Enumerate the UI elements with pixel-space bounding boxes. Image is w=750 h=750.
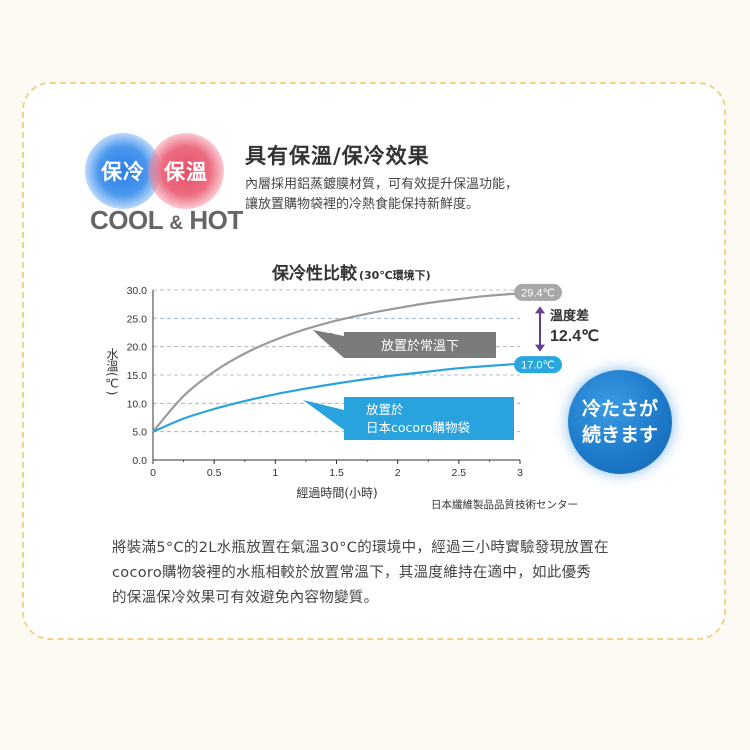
- bottom-description: 將裝滿5°C的2L水瓶放置在氣溫30°C的環境中，經過三小時實驗發現放置在 co…: [112, 536, 652, 611]
- y-tick-label: 5.0: [132, 427, 147, 439]
- hot-badge-label: 保溫: [164, 160, 208, 184]
- chart-source: 日本纖維製品品質技術センター: [431, 498, 578, 511]
- hot-badge: 保溫: [148, 133, 224, 209]
- x-tick-label: 1.5: [329, 467, 344, 479]
- diff-arrow-head-down: [535, 344, 545, 352]
- chart-title-main: 保冷性比較: [271, 263, 358, 284]
- callout-line1: 冷たさが: [581, 398, 658, 420]
- cool-badge-label: 保冷: [101, 160, 145, 184]
- blue-callout-line1: 放置於: [366, 402, 404, 417]
- diff-label: 溫度差: [550, 308, 589, 324]
- callout-line2: 続きます: [581, 424, 658, 446]
- x-tick-label: 3: [517, 467, 523, 479]
- end-label-gray-bg: [514, 283, 562, 301]
- y-axis-label: 水溫(℃): [105, 348, 119, 396]
- cool-hot-logo: COOL & HOT: [90, 205, 243, 236]
- callout-circle: 冷たさが 続きます: [568, 370, 672, 474]
- y-tick-label: 0.0: [132, 455, 147, 467]
- x-tick-label: 0.5: [207, 467, 222, 479]
- blue-callout-box: [344, 397, 514, 440]
- series-line-cocoro-bag: [152, 362, 521, 433]
- bottom-line2: cocoro購物袋裡的水瓶相較於放置常溫下，其溫度維持在適中，如此優秀: [112, 565, 592, 581]
- chart-title: 保冷性比較 (30℃環境下): [271, 263, 431, 284]
- y-tick-label: 25.0: [127, 313, 148, 325]
- y-tick-label: 20.0: [127, 342, 148, 354]
- feature-title: 具有保溫/保冷效果: [245, 144, 430, 168]
- chart-subtitle: (30℃環境下): [359, 268, 431, 282]
- x-tick-label: 2: [395, 467, 401, 479]
- x-axis-label: 經過時間(小時): [296, 486, 377, 500]
- diff-value: 12.4℃: [550, 328, 599, 345]
- bottom-line1: 將裝滿5°C的2L水瓶放置在氣溫30°C的環境中，經過三小時實驗發現放置在: [112, 540, 609, 556]
- blue-callout-tail: [303, 400, 344, 430]
- y-tick-label: 10.0: [127, 398, 148, 410]
- x-tick-label: 2.5: [452, 467, 467, 479]
- gray-callout-box: [344, 332, 496, 358]
- x-tick-label: 1: [272, 467, 278, 479]
- diff-arrow-head-up: [535, 306, 545, 314]
- x-tick-label: 0: [150, 467, 156, 479]
- hot-text: HOT: [189, 205, 243, 235]
- bottom-line3: 的保溫保冷效果可有效避免內容物變質。: [112, 590, 379, 606]
- amp-text: &: [169, 213, 183, 234]
- cool-text: COOL: [90, 205, 163, 235]
- feature-description: 內層採用鋁蒸鍍膜材質，可有效提升保溫功能， 讓放置購物袋裡的冷熱食能保持新鮮度。: [245, 175, 518, 215]
- gray-callout-tail: [313, 330, 344, 358]
- end-label-gray: 29.4℃: [521, 287, 555, 299]
- y-tick-label: 15.0: [127, 370, 148, 382]
- end-label-blue: 17.0℃: [521, 360, 555, 372]
- blue-callout-line2: 日本cocoro購物袋: [366, 420, 471, 435]
- series-line-room-temp: [152, 292, 521, 433]
- end-label-blue-bg: [514, 356, 562, 374]
- feature-desc-line1: 內層採用鋁蒸鍍膜材質，可有效提升保溫功能，: [245, 177, 519, 192]
- feature-desc-line2: 讓放置購物袋裡的冷熱食能保持新鮮度。: [245, 197, 480, 212]
- y-tick-label: 30.0: [127, 285, 148, 297]
- gray-callout-text: 放置於常溫下: [381, 338, 459, 354]
